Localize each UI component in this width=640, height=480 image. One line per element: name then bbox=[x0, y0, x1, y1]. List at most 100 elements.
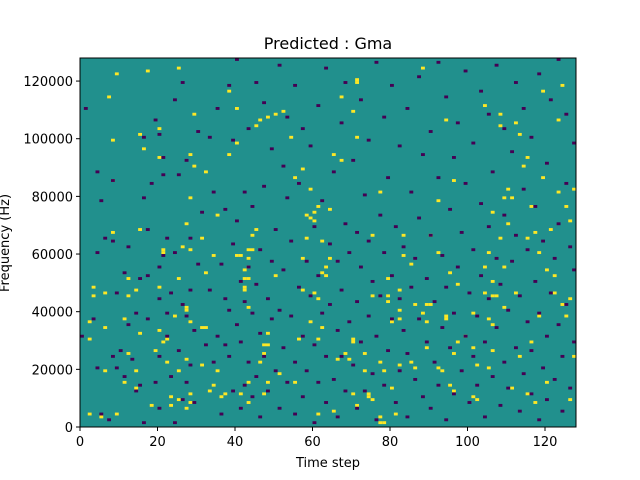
low-value-cell bbox=[502, 213, 507, 217]
high-value-cell bbox=[424, 346, 429, 350]
low-value-cell bbox=[103, 236, 108, 240]
high-value-cell bbox=[436, 251, 441, 255]
high-value-cell bbox=[211, 254, 216, 257]
high-value-cell bbox=[173, 314, 177, 318]
low-value-cell bbox=[517, 409, 522, 413]
low-value-cell bbox=[521, 107, 526, 110]
high-value-cell bbox=[250, 248, 255, 252]
low-value-cell bbox=[111, 179, 115, 182]
low-value-cell bbox=[366, 239, 371, 243]
low-value-cell bbox=[289, 314, 294, 318]
low-value-cell bbox=[262, 184, 267, 188]
high-value-cell bbox=[393, 412, 398, 416]
high-value-cell bbox=[572, 187, 577, 191]
low-value-cell bbox=[529, 349, 534, 353]
high-value-cell bbox=[494, 294, 499, 298]
low-value-cell bbox=[343, 222, 348, 226]
high-value-cell bbox=[308, 216, 313, 220]
low-value-cell bbox=[145, 228, 150, 231]
high-value-cell bbox=[490, 349, 495, 353]
low-value-cell bbox=[521, 372, 526, 376]
y-tick-label: 60000 bbox=[32, 248, 73, 263]
low-value-cell bbox=[95, 251, 100, 255]
high-value-cell bbox=[300, 256, 305, 260]
high-value-cell bbox=[506, 187, 511, 191]
low-value-cell bbox=[533, 205, 538, 208]
low-value-cell bbox=[184, 158, 189, 162]
low-value-cell bbox=[184, 380, 189, 384]
high-value-cell bbox=[545, 380, 549, 384]
low-value-cell bbox=[235, 219, 239, 223]
x-tick-label: 120 bbox=[533, 435, 558, 450]
high-value-cell bbox=[266, 331, 270, 335]
low-value-cell bbox=[165, 311, 170, 315]
high-value-cell bbox=[312, 291, 317, 295]
low-value-cell bbox=[568, 245, 573, 249]
high-value-cell bbox=[370, 398, 375, 402]
high-value-cell bbox=[157, 285, 162, 289]
low-value-cell bbox=[409, 285, 414, 289]
high-value-cell bbox=[386, 277, 391, 280]
low-value-cell bbox=[169, 291, 174, 295]
high-value-cell bbox=[362, 352, 367, 355]
high-value-cell bbox=[424, 303, 429, 306]
high-value-cell bbox=[316, 337, 321, 341]
high-value-cell bbox=[235, 254, 239, 257]
low-value-cell bbox=[273, 228, 278, 231]
low-value-cell bbox=[188, 236, 193, 240]
low-value-cell bbox=[339, 121, 344, 125]
high-value-cell bbox=[165, 360, 170, 364]
low-value-cell bbox=[149, 181, 154, 185]
low-value-cell bbox=[161, 254, 166, 257]
high-value-cell bbox=[138, 132, 143, 136]
high-value-cell bbox=[370, 233, 375, 237]
low-value-cell bbox=[165, 236, 170, 240]
high-value-cell bbox=[525, 392, 530, 396]
high-value-cell bbox=[157, 156, 162, 159]
low-value-cell bbox=[130, 357, 135, 361]
low-value-cell bbox=[277, 63, 282, 67]
high-value-cell bbox=[452, 179, 456, 182]
high-value-cell bbox=[401, 233, 406, 237]
high-value-cell bbox=[444, 317, 449, 321]
low-value-cell bbox=[300, 334, 305, 338]
high-value-cell bbox=[207, 389, 212, 393]
high-value-cell bbox=[335, 357, 340, 361]
low-value-cell bbox=[436, 383, 441, 387]
high-value-cell bbox=[103, 326, 108, 329]
low-value-cell bbox=[397, 297, 402, 301]
low-value-cell bbox=[204, 343, 208, 347]
low-value-cell bbox=[269, 147, 274, 151]
high-value-cell bbox=[514, 291, 518, 295]
high-value-cell bbox=[293, 380, 298, 384]
low-value-cell bbox=[467, 291, 472, 295]
high-value-cell bbox=[304, 213, 309, 217]
low-value-cell bbox=[281, 164, 286, 168]
high-value-cell bbox=[560, 303, 565, 306]
high-value-cell bbox=[246, 277, 251, 280]
high-value-cell bbox=[564, 205, 569, 208]
low-value-cell bbox=[165, 334, 170, 338]
high-value-cell bbox=[188, 320, 193, 324]
low-value-cell bbox=[560, 409, 565, 413]
low-value-cell bbox=[548, 291, 553, 295]
high-value-cell bbox=[254, 124, 259, 128]
high-value-cell bbox=[246, 305, 251, 309]
high-value-cell bbox=[293, 176, 298, 180]
low-value-cell bbox=[242, 300, 247, 304]
high-value-cell bbox=[440, 369, 445, 373]
high-value-cell bbox=[521, 164, 526, 168]
low-value-cell bbox=[483, 340, 487, 344]
low-value-cell bbox=[320, 311, 325, 315]
high-value-cell bbox=[471, 311, 476, 315]
high-value-cell bbox=[246, 248, 251, 252]
low-value-cell bbox=[545, 334, 549, 338]
low-value-cell bbox=[114, 366, 119, 370]
low-value-cell bbox=[514, 346, 518, 350]
high-value-cell bbox=[436, 366, 441, 370]
high-value-cell bbox=[114, 412, 119, 416]
low-value-cell bbox=[494, 63, 499, 67]
low-value-cell bbox=[157, 297, 162, 301]
low-value-cell bbox=[254, 81, 259, 84]
low-value-cell bbox=[498, 403, 503, 407]
